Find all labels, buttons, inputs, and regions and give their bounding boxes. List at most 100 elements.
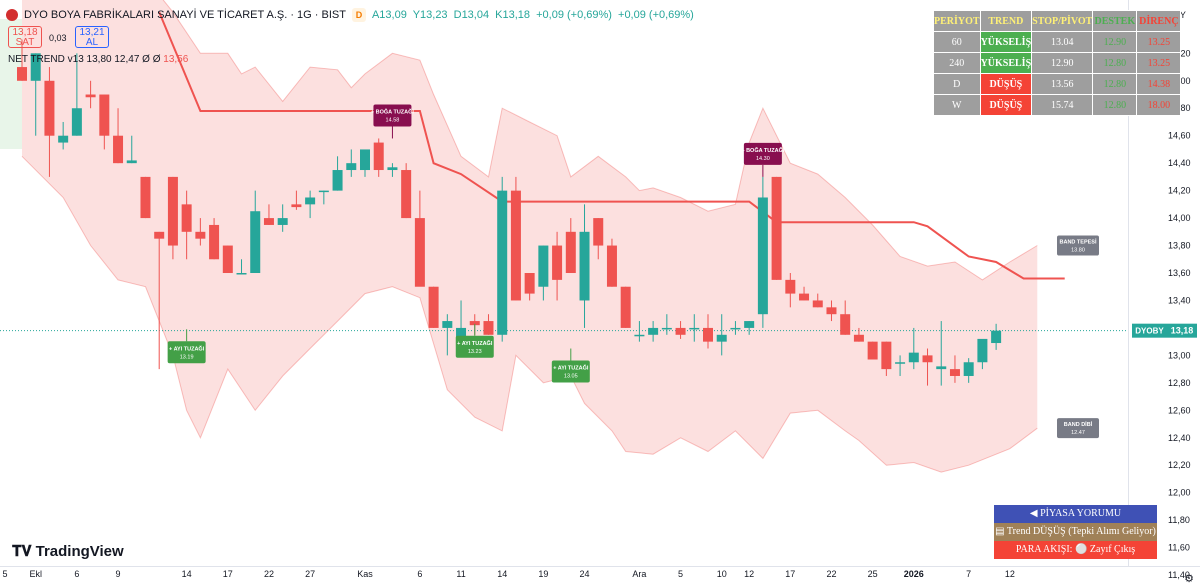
buy-button[interactable]: 13,21 AL [75, 26, 109, 48]
x-tick-label: 5 [2, 569, 7, 579]
market-comment-label: PİYASA YORUMU [1040, 508, 1122, 519]
candle-body [840, 314, 851, 335]
low-value: D13,04 [453, 9, 490, 21]
sell-button[interactable]: 13,18 SAT [8, 26, 42, 48]
tradingview-logo[interactable]: 𝐓𝐕 TradingView [12, 543, 124, 560]
header-resistance: DİRENÇ [1136, 10, 1182, 32]
candle [703, 314, 713, 349]
band-label-value: 13.80 [1071, 248, 1085, 254]
trap-marker-title: + AYI TUZAĞI [169, 344, 205, 352]
candle [497, 176, 508, 342]
candle-body [222, 245, 233, 274]
candle-body [661, 327, 672, 330]
y-tick-label: 14,40 [1168, 158, 1191, 168]
candle [181, 190, 192, 260]
candle [236, 259, 247, 275]
candle-body [140, 176, 151, 219]
candle-body [867, 341, 878, 360]
indicator-last: 13,56 [163, 54, 189, 65]
trap-marker-value: 14.30 [756, 156, 770, 162]
band-top-line [162, 0, 1038, 281]
last-price-text: 13,18 [1171, 326, 1194, 336]
y-tick-label: 12,40 [1168, 433, 1191, 443]
candle [85, 80, 96, 109]
x-tick-label: 5 [678, 569, 683, 579]
candle [17, 39, 27, 81]
x-tick-label: 17 [785, 569, 795, 579]
candle-body [428, 286, 439, 328]
trap-marker-title: + BOĞA TUZAĞI [741, 146, 785, 154]
symbol-tag [1132, 323, 1167, 338]
candle [510, 176, 521, 301]
support-cell: 12.80 [1092, 94, 1138, 116]
band-bottom-line [21, 155, 1038, 473]
candle [744, 321, 755, 335]
d-badge[interactable]: D [351, 8, 366, 22]
candle [895, 355, 906, 376]
candle-body [71, 108, 82, 136]
x-tick-label: 12 [1005, 569, 1015, 579]
y-tick-label: 13,00 [1168, 350, 1191, 360]
chart-header: DYO BOYA FABRİKALARI SANAYİ VE TİCARET A… [6, 6, 697, 24]
candle-body [963, 362, 974, 376]
candle-body [483, 321, 494, 335]
header-pivot: STOP/PİVOT [1031, 10, 1094, 32]
trap-marker-value: 14.58 [386, 117, 400, 123]
candle-body [209, 224, 220, 260]
header-period: PERİYOT [933, 10, 981, 32]
resistance-cell: 13.25 [1136, 52, 1182, 74]
trap-marker-box [373, 104, 412, 127]
gear-icon[interactable]: ⚙ [1184, 573, 1194, 585]
close-value: K13,18 [495, 9, 531, 21]
time-axis-divider [0, 566, 1200, 567]
buy-label: AL [85, 37, 99, 48]
symbol-logo-icon [6, 9, 18, 21]
candle [579, 204, 590, 328]
left-tint [0, 19, 22, 149]
indicator-values: 13,80 12,47 Ø Ø [86, 54, 161, 65]
candle [442, 314, 453, 356]
y-tick-label: 14,00 [1168, 213, 1191, 223]
candle [634, 321, 645, 342]
band-label: BAND DİBİ 12.47 [1057, 418, 1099, 439]
candle-body [908, 352, 919, 363]
candle [991, 323, 1002, 350]
trap-marker-title: + AYI TUZAĞI [553, 364, 589, 372]
candle-body [771, 176, 782, 280]
period-cell: W [933, 94, 981, 116]
trap-marker-box [455, 335, 494, 358]
trap-marker: + BOĞA TUZAĞI 14.30 [741, 142, 785, 177]
y-tick-label: 13,40 [1168, 295, 1191, 305]
ohlc-values: A13,09 Y13,23 D13,04 K13,18 +0,09 (+0,69… [372, 9, 697, 21]
candle-body [744, 321, 755, 328]
candle-body [593, 218, 604, 246]
candle [360, 149, 370, 177]
pivot-cell: 13.04 [1031, 31, 1094, 53]
y-tick-label: 14,20 [1168, 186, 1191, 196]
candle [222, 245, 233, 274]
candle [853, 327, 864, 342]
candle-body [250, 211, 261, 274]
tradingview-label: TradingView [35, 543, 124, 560]
candle-body [497, 190, 508, 335]
candle-body [565, 231, 576, 274]
x-tick-label: Ekl [29, 569, 42, 579]
symbol-title[interactable]: DYO BOYA FABRİKALARI SANAYİ VE TİCARET A… [24, 9, 346, 21]
x-tick-label: 19 [538, 569, 548, 579]
candle [771, 176, 782, 280]
candle-body [812, 300, 823, 308]
candle-body [799, 293, 810, 301]
trend-row-60: 60 YÜKSELİŞ 13.04 12.90 13.25 [933, 31, 1182, 53]
candle-body [346, 163, 357, 171]
candle [373, 138, 384, 177]
trap-marker: + AYI TUZAĞI 13.19 [167, 329, 206, 364]
candle [785, 273, 796, 308]
y-tick-label: 12,80 [1168, 378, 1191, 388]
candle [71, 53, 82, 136]
indicator-name: NET TREND v13 [8, 54, 84, 65]
x-tick-label: 17 [223, 569, 233, 579]
indicator-legend[interactable]: NET TREND v13 13,80 12,47 Ø Ø 13,56 [8, 54, 188, 65]
trap-marker-value: 13.05 [564, 374, 578, 380]
candle [44, 67, 55, 177]
